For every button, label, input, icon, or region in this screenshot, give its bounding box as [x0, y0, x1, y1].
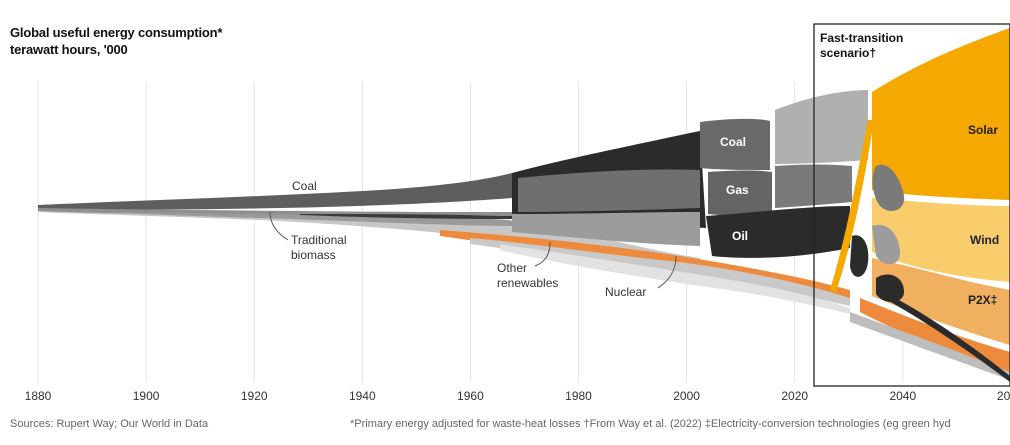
coal-1970s-block	[518, 169, 700, 212]
dark-blob-1	[876, 274, 904, 303]
series-labels: Coal Traditional biomass Other renewable…	[291, 123, 999, 307]
x-tick-label: 1980	[565, 389, 592, 403]
x-tick-label: 2000	[673, 389, 700, 403]
label-traditional-biomass-1: Traditional	[291, 233, 347, 247]
coal-recent-block	[700, 118, 770, 170]
scenario-flows	[830, 28, 1010, 382]
gas-recent-block	[708, 170, 772, 216]
mid-century-flows	[440, 131, 850, 314]
annotation-leaders	[269, 211, 677, 289]
gas-early-band	[120, 212, 512, 226]
label-solar: Solar	[968, 123, 998, 137]
x-tick-label: 1900	[133, 389, 160, 403]
x-tick-label: 1880	[25, 389, 52, 403]
oil-early-band	[300, 214, 512, 219]
historic-flows	[38, 173, 700, 266]
label-nuclear: Nuclear	[605, 285, 646, 299]
x-tick-label: 2040	[889, 389, 916, 403]
label-p2x: P2X‡	[968, 293, 997, 307]
x-tick-label: 1960	[457, 389, 484, 403]
chart-title-text: Global useful energy consumption*	[10, 25, 223, 40]
coal-band	[38, 173, 512, 210]
label-other-renewables-1: Other	[497, 261, 527, 275]
gas-1970s-block	[512, 212, 700, 246]
label-coal-box: Coal	[720, 135, 746, 149]
scenario-label-line1: Fast-transition	[820, 31, 903, 45]
label-gas-box: Gas	[726, 183, 749, 197]
chart-title: Global useful energy consumption* terawa…	[10, 24, 222, 58]
label-coal: Coal	[292, 179, 317, 193]
scenario-box	[813, 23, 1010, 387]
scenario-label-line2: scenario†	[820, 46, 876, 60]
recent-flows	[700, 90, 868, 258]
x-axis-ticks: 1880 1900 1920 1940 1960 1980 2000 2020 2040 20€	[25, 389, 1010, 403]
p2x-area	[872, 258, 1010, 345]
light-flow	[500, 244, 850, 314]
upper-grey-recent	[775, 90, 868, 164]
label-oil-box: Oil	[732, 229, 748, 243]
label-other-renewables-2: renewables	[497, 276, 558, 290]
chart-subtitle: terawatt hours, '000	[10, 42, 128, 57]
grey-lower-area	[850, 312, 1010, 380]
x-tick-label: 20€	[997, 389, 1010, 403]
label-traditional-biomass-2: biomass	[291, 248, 336, 262]
x-tick-label: 1940	[349, 389, 376, 403]
x-tick-label: 1920	[241, 389, 268, 403]
dark-blob-2	[850, 235, 869, 277]
footer-sources: Sources: Rupert Way; Our World in Data	[10, 418, 209, 430]
solar-area	[872, 28, 1010, 200]
grey-blob-1	[872, 164, 905, 211]
solar-stream	[830, 120, 874, 292]
wind-area	[872, 198, 1010, 282]
dark-thread	[880, 290, 1010, 382]
x-tick-label: 2020	[781, 389, 808, 403]
grey-blob-2	[872, 224, 900, 265]
footer-notes: *Primary energy adjusted for waste-heat …	[350, 418, 951, 430]
label-wind: Wind	[970, 233, 999, 247]
